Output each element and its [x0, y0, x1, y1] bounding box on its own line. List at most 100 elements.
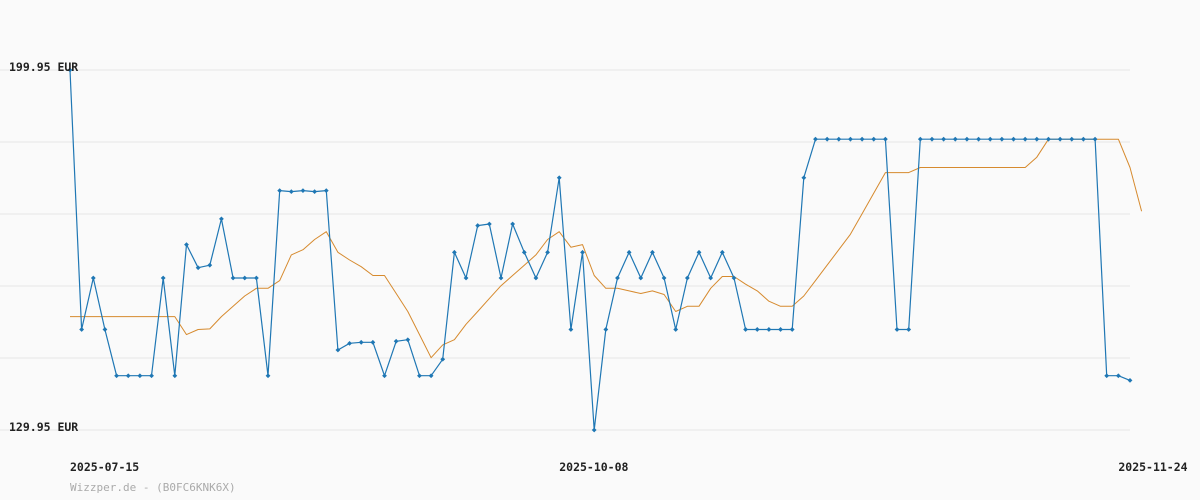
price-point [650, 249, 655, 255]
price-point [79, 327, 85, 332]
price-point [323, 188, 329, 193]
price-point [882, 136, 888, 142]
price-point [382, 373, 387, 379]
price-point [195, 265, 201, 271]
price-point [999, 136, 1005, 142]
y-tick-label: 199.95 EUR [9, 60, 78, 74]
price-point [906, 327, 912, 332]
price-point [265, 373, 271, 379]
price-point [102, 327, 108, 332]
price-point [638, 275, 644, 281]
price-point [114, 373, 119, 379]
price-point [67, 67, 73, 73]
price-point [626, 249, 632, 255]
price-point [580, 249, 585, 255]
price-point [568, 327, 574, 332]
price-point [405, 337, 411, 343]
price-point [90, 275, 96, 281]
grid-lines [0, 69, 1130, 431]
price-point [859, 136, 865, 142]
price-point [813, 136, 818, 142]
price-point [277, 188, 283, 193]
price-point [615, 275, 620, 281]
price-point [242, 275, 248, 281]
price-point [184, 242, 189, 247]
price-point [1104, 373, 1110, 379]
price-point [1115, 373, 1121, 379]
price-point [661, 275, 667, 281]
price-line [69, 69, 1131, 431]
price-point [125, 373, 131, 379]
price-point [160, 275, 166, 281]
price-point [1092, 136, 1098, 142]
series-lines [69, 69, 1143, 431]
price-point [521, 249, 527, 255]
price-point [836, 136, 842, 142]
y-tick-label: 129.95 EUR [9, 420, 78, 434]
price-point [1046, 136, 1051, 142]
price-point [929, 136, 935, 142]
price-point [370, 339, 376, 345]
y-axis-labels: 199.95 EUR 129.95 EUR [9, 60, 78, 434]
price-point [288, 189, 294, 195]
chart-credit: Wizzper.de - (B0FC6KNK6X) [70, 481, 236, 494]
price-point [300, 188, 306, 193]
x-tick-label: 2025-11-24 [1118, 460, 1187, 474]
price-point [708, 275, 714, 281]
price-point [475, 223, 481, 228]
x-tick-label: 2025-10-08 [559, 460, 628, 474]
price-point [1011, 136, 1016, 142]
price-point [1034, 136, 1040, 142]
price-point [731, 275, 737, 281]
average-line [70, 138, 1143, 359]
price-point [230, 275, 236, 281]
price-point [219, 216, 224, 222]
price-point [149, 373, 154, 379]
price-point [894, 327, 900, 332]
price-point [510, 221, 516, 227]
price-point [498, 275, 504, 281]
price-point [393, 338, 399, 344]
price-point [545, 249, 550, 255]
price-point [684, 275, 690, 281]
price-point [871, 136, 877, 142]
price-point [778, 327, 783, 332]
price-point [743, 327, 749, 332]
price-point [347, 340, 352, 346]
price-point [556, 175, 562, 181]
price-point [137, 373, 143, 379]
price-point [207, 262, 213, 268]
price-point [766, 327, 772, 332]
price-point [696, 249, 702, 255]
price-point [1069, 136, 1075, 142]
price-point [801, 175, 807, 181]
price-point [987, 136, 993, 142]
price-point [451, 249, 457, 255]
price-point [603, 327, 609, 332]
price-point [917, 136, 923, 142]
price-point [463, 275, 469, 281]
x-axis-labels: 2025-07-15 2025-10-08 2025-11-24 [70, 460, 1188, 474]
price-point [1057, 136, 1063, 142]
price-point [754, 327, 760, 332]
price-point [533, 275, 539, 281]
price-point [848, 136, 853, 142]
price-point [312, 189, 318, 195]
price-point [486, 221, 492, 227]
price-point [941, 136, 947, 142]
price-point [952, 136, 958, 142]
price-point [964, 136, 970, 142]
price-point [428, 373, 434, 379]
price-points [67, 67, 1133, 433]
price-point [824, 136, 830, 142]
price-point [591, 427, 597, 433]
price-point [335, 347, 341, 353]
price-point [719, 249, 725, 255]
price-point [976, 136, 981, 142]
price-point [673, 327, 679, 332]
x-tick-label: 2025-07-15 [70, 460, 139, 474]
price-point [172, 373, 178, 379]
price-point [1127, 377, 1133, 383]
price-point [253, 275, 259, 281]
